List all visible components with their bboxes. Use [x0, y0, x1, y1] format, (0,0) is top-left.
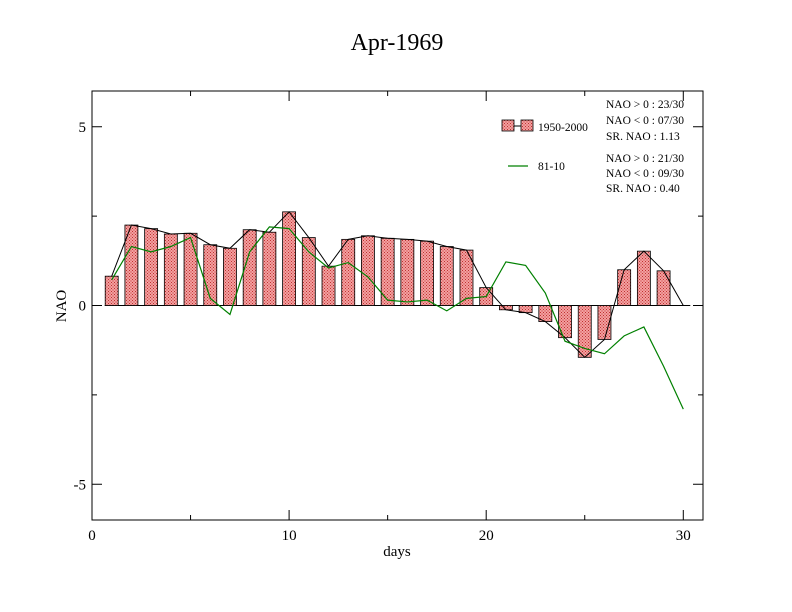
legend-bar-swatch-right: [520, 119, 534, 132]
legend-stat-nao-neg-1: NAO < 0 : 07/30: [606, 115, 684, 127]
bar-day-29: [656, 270, 671, 306]
bar-day-16: [400, 238, 415, 306]
legend-stat-nao-neg-2: NAO < 0 : 09/30: [606, 168, 684, 180]
x-tick-label: 20: [479, 528, 494, 544]
x-tick-label: 0: [88, 528, 96, 544]
y-axis-label: NAO: [54, 290, 70, 323]
y-tick-label: 5: [79, 120, 87, 136]
legend-stat-nao-pos-2: NAO > 0 : 21/30: [606, 153, 684, 165]
legend: 1950-2000 NAO > 0 : 23/30 NAO < 0 : 07/3…: [501, 99, 684, 195]
x-axis-ticks: 0 10 20 30: [88, 91, 691, 544]
legend-stat-sr-nao-2: SR. NAO : 0.40: [606, 183, 680, 195]
legend-bar-swatch-left: [501, 119, 515, 132]
line-series: [111, 226, 684, 410]
legend-stat-nao-pos-1: NAO > 0 : 23/30: [606, 99, 684, 111]
legend-label-81-10: 81-10: [538, 161, 565, 173]
series-1950-2000-line: [111, 211, 684, 359]
bar-day-5: [183, 232, 198, 306]
y-tick-label: 0: [79, 299, 87, 315]
bar-day-17: [420, 240, 434, 306]
legend-label-1950-2000: 1950-2000: [538, 122, 588, 134]
x-axis-label: days: [383, 544, 411, 560]
bar-day-7: [223, 247, 237, 306]
x-tick-label: 10: [282, 528, 297, 544]
bar-day-11: [301, 237, 316, 306]
y-axis-ticks: -5 0 5: [74, 120, 703, 493]
bar-day-24: [558, 305, 572, 339]
bar-day-12: [321, 265, 336, 306]
bar-day-1: [104, 275, 119, 306]
chart-title: Apr-1969: [351, 30, 444, 56]
bar-day-3: [144, 228, 159, 306]
bar-day-10: [282, 211, 296, 306]
bar-day-28: [636, 250, 651, 306]
y-tick-label: -5: [74, 477, 87, 493]
bar-day-9: [262, 231, 277, 306]
bar-day-13: [341, 238, 356, 306]
x-tick-label: 30: [676, 528, 691, 544]
bar-series: [104, 211, 684, 359]
bar-day-6: [203, 244, 218, 306]
legend-stat-sr-nao-1: SR. NAO : 1.13: [606, 131, 680, 143]
series-81-10-line: [111, 226, 684, 410]
bar-day-14: [361, 235, 375, 306]
bar-day-18: [439, 246, 454, 306]
